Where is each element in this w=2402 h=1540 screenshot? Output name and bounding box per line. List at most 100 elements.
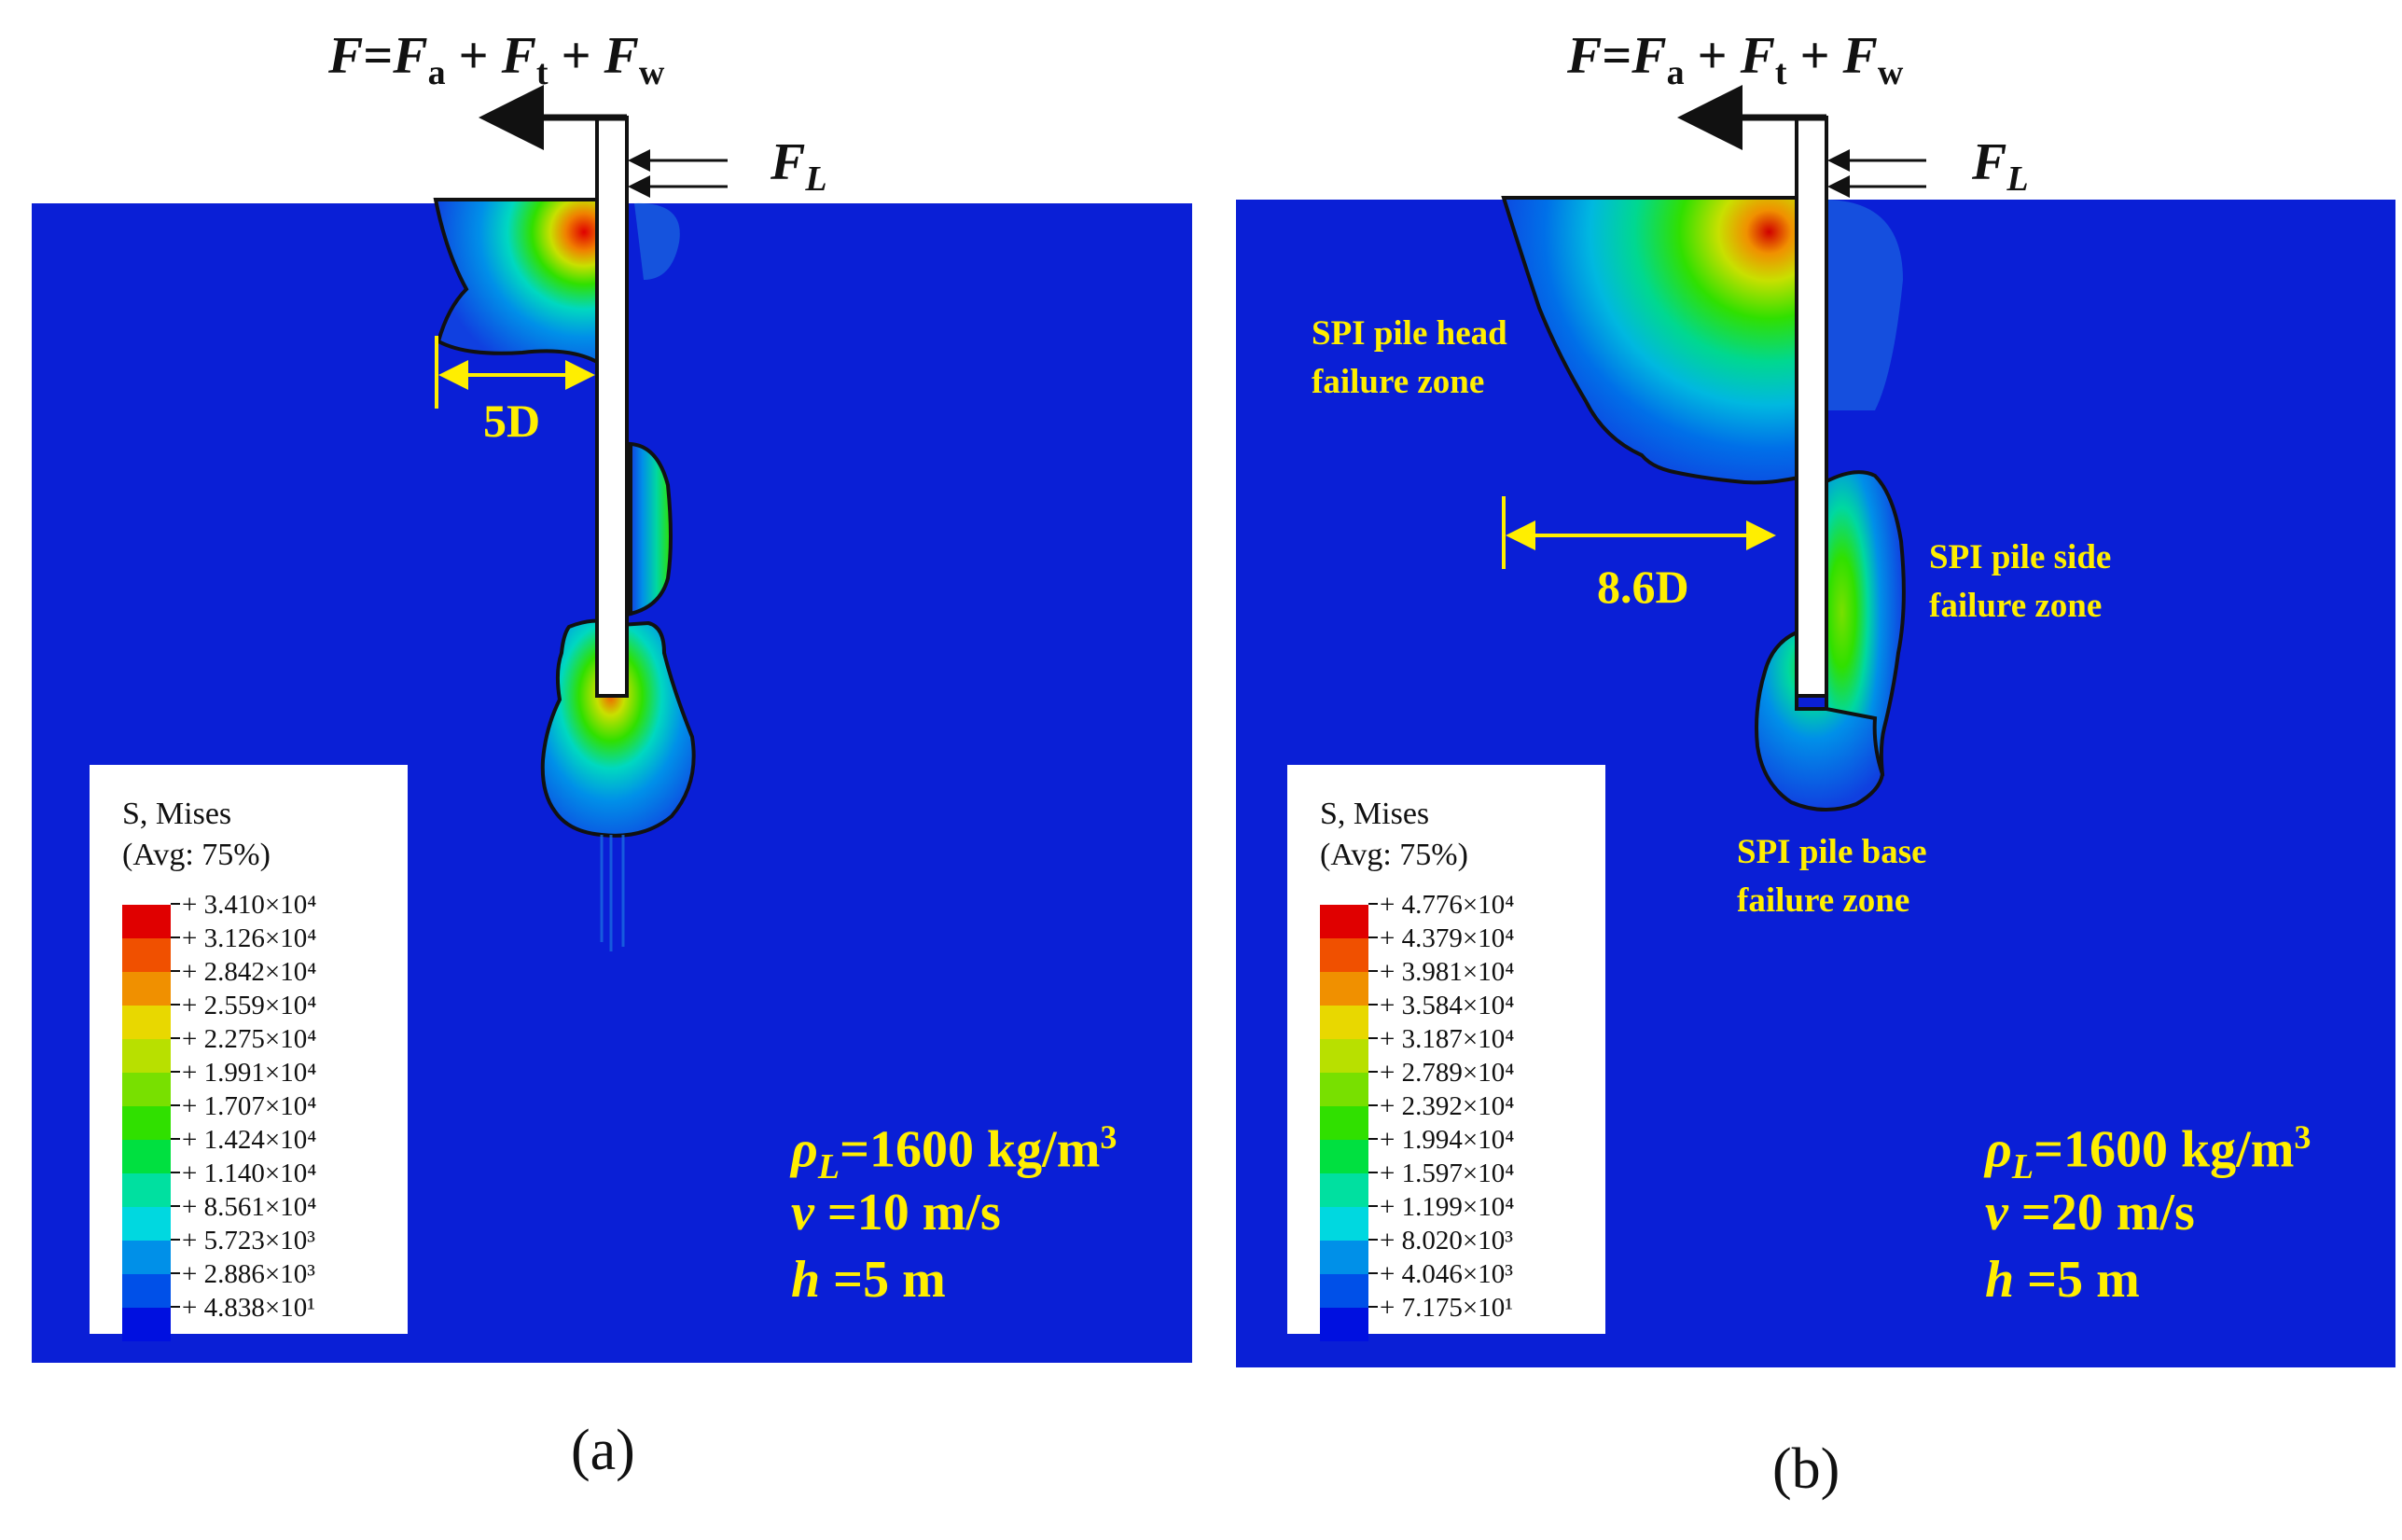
legend-row: + 8.561×10⁴: [122, 1192, 402, 1241]
legend-value: + 3.187×10⁴: [1380, 1024, 1515, 1054]
legend-row: + 2.559×10⁴: [122, 991, 402, 1039]
legend-swatch: [122, 1140, 171, 1173]
legend-row: + 2.392×10⁴: [1320, 1091, 1600, 1140]
legend-tick: [1368, 936, 1378, 938]
legend-swatch: [122, 1073, 171, 1106]
legend-swatch: [1320, 972, 1368, 1006]
legend-tick: [171, 970, 180, 972]
legend-swatch: [122, 1308, 171, 1341]
legend-tick: [1368, 1138, 1378, 1140]
legend-swatch: [1320, 938, 1368, 972]
base-streaks-a: [600, 835, 625, 951]
legend-tick: [1368, 903, 1378, 905]
legend-value: + 1.597×10⁴: [1380, 1158, 1515, 1188]
head-failure-zone-a: [433, 198, 599, 366]
legend-value: + 1.707×10⁴: [182, 1091, 317, 1121]
head-plume-b: [1824, 200, 1903, 410]
legend-value: + 4.379×10⁴: [1380, 923, 1515, 953]
head-plume-a: [634, 202, 680, 280]
legend-tick: [171, 1104, 180, 1106]
legend-row: + 4.838×10¹: [122, 1293, 402, 1341]
legend-row: + 7.175×10¹: [1320, 1293, 1600, 1341]
legend-swatch: [122, 1039, 171, 1073]
legend-swatch: [1320, 905, 1368, 938]
legend-row: + 1.991×10⁴: [122, 1058, 402, 1106]
base-failure-zone-b: [1755, 629, 1885, 812]
lateral-force-label-a: FL: [771, 133, 827, 200]
force-equation-a: F=Fa + Ft + Fw: [328, 27, 665, 93]
density-param-b: ρL=1600 kg/m3: [1985, 1118, 2312, 1186]
legend-row: + 3.584×10⁴: [1320, 991, 1600, 1039]
legend-value: + 1.991×10⁴: [182, 1058, 317, 1088]
legend-row: + 4.046×10³: [1320, 1259, 1600, 1308]
legend-value: + 3.981×10⁴: [1380, 957, 1515, 987]
legend-tick: [1368, 1205, 1378, 1207]
legend-swatch: [122, 1006, 171, 1039]
legend-tick: [1368, 1037, 1378, 1039]
legend-swatch: [122, 938, 171, 972]
force-equation-b: F=Fa + Ft + Fw: [1567, 27, 1904, 93]
caption-a: (a): [571, 1419, 635, 1482]
legend-value: + 1.424×10⁴: [182, 1125, 317, 1155]
legend-tick: [171, 1306, 180, 1308]
legend-tick: [171, 1205, 180, 1207]
legend-row: + 8.020×10³: [1320, 1226, 1600, 1274]
density-param-a: ρL=1600 kg/m3: [791, 1118, 1118, 1186]
side-failure-zone-a: [629, 441, 673, 617]
legend-swatch: [1320, 1140, 1368, 1173]
legend-row: + 1.424×10⁴: [122, 1125, 402, 1173]
legend-value: + 2.789×10⁴: [1380, 1058, 1515, 1088]
legend-swatch: [122, 1241, 171, 1274]
legend-swatch: [1320, 1039, 1368, 1073]
legend-tick: [171, 1037, 180, 1039]
legend-tick: [1368, 970, 1378, 972]
legend-tick: [171, 1004, 180, 1006]
legend-row: + 2.275×10⁴: [122, 1024, 402, 1073]
legend-value: + 2.886×10³: [182, 1259, 315, 1289]
legend-subtitle-a: (Avg: 75%): [122, 838, 271, 872]
legend-value: + 8.561×10⁴: [182, 1192, 317, 1222]
legend-swatch: [1320, 1106, 1368, 1140]
legend-row: + 1.707×10⁴: [122, 1091, 402, 1140]
legend-tick: [171, 1239, 180, 1241]
dimension-label-b: 8.6D: [1597, 561, 1689, 613]
legend-value: + 5.723×10³: [182, 1226, 315, 1256]
legend-row: + 2.842×10⁴: [122, 957, 402, 1006]
legend-tick: [171, 903, 180, 905]
legend-swatch: [1320, 1308, 1368, 1341]
legend-tick: [171, 936, 180, 938]
legend-swatch: [1320, 1274, 1368, 1308]
caption-b: (b): [1772, 1437, 1840, 1501]
legend-swatch: [122, 1106, 171, 1140]
legend-b: S, Mises (Avg: 75%) + 4.776×10⁴ + 4.379×1…: [1287, 765, 1605, 1341]
side-failure-zone-b: [1825, 470, 1906, 786]
legend-swatch: [122, 1173, 171, 1207]
legend-tick: [1368, 1272, 1378, 1274]
legend-tick: [1368, 1306, 1378, 1308]
legend-tick: [1368, 1004, 1378, 1006]
legend-value: + 1.994×10⁴: [1380, 1125, 1515, 1155]
legend-tick: [171, 1138, 180, 1140]
legend-row: + 4.776×10⁴: [1320, 890, 1600, 938]
legend-tick: [171, 1172, 180, 1173]
legend-title-b: S, Mises: [1320, 797, 1430, 831]
velocity-param-a: v =10 m/s: [791, 1184, 1001, 1242]
legend-row: + 3.410×10⁴: [122, 890, 402, 938]
legend-row: + 3.981×10⁴: [1320, 957, 1600, 1006]
legend-swatch: [1320, 1173, 1368, 1207]
dimension-label-a: 5D: [483, 395, 541, 447]
legend-end-tick: [122, 1341, 402, 1343]
legend-tick: [1368, 1172, 1378, 1173]
lateral-force-label-b: FL: [1972, 133, 2029, 200]
legend-value: + 4.046×10³: [1380, 1259, 1513, 1289]
height-param-b: h =5 m: [1985, 1251, 2140, 1309]
legend-row: + 1.597×10⁴: [1320, 1158, 1600, 1207]
legend-row: + 3.126×10⁴: [122, 923, 402, 972]
legend-value: + 7.175×10¹: [1380, 1293, 1513, 1323]
legend-title-a: S, Mises: [122, 797, 232, 831]
legend-swatch: [1320, 1006, 1368, 1039]
head-failure-zone-b: [1501, 196, 1800, 485]
legend-row: + 1.140×10⁴: [122, 1158, 402, 1207]
